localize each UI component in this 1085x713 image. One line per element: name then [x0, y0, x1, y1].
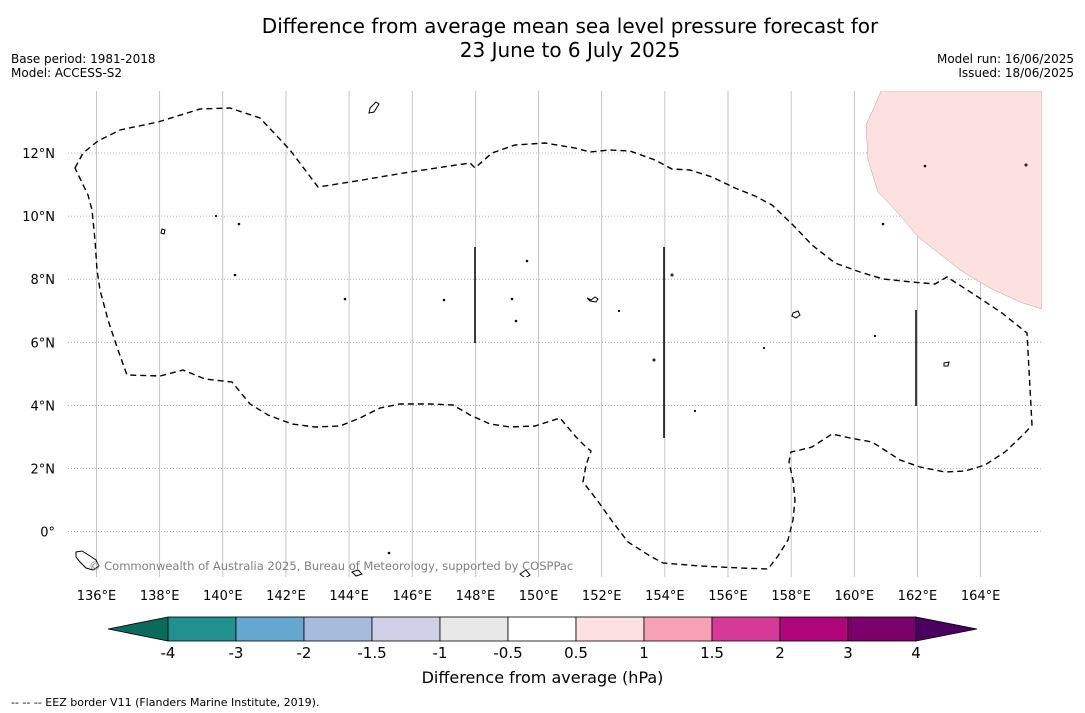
y-tick-label: 12°N	[22, 147, 55, 162]
island-new-guinea-coast	[75, 550, 100, 571]
islet-13	[762, 346, 766, 350]
colorbar-tick-label: 4	[911, 644, 921, 662]
islet-15	[881, 222, 885, 226]
meta-left: Base period: 1981-2018 Model: ACCESS-S2	[11, 52, 156, 80]
islet-5	[442, 298, 446, 302]
colorbar: -4 -3 -2 -1.5 -1 -0.5 0.5 1 1.5 2 3 4	[107, 616, 978, 662]
colorbar-tick-label: -2	[297, 644, 312, 662]
x-axis-ticks: 136°E 138°E 140°E 142°E 144°E 146°E 148°E 150°E…	[77, 589, 1001, 604]
island-bougainville	[519, 569, 531, 577]
issued-date: Issued: 18/06/2025	[958, 66, 1074, 80]
islands	[75, 101, 1028, 577]
islet-9	[617, 309, 621, 313]
chart-title: Difference from average mean sea level p…	[0, 14, 1085, 62]
colorbar-tick-label: -4	[161, 644, 176, 662]
islet-6	[510, 297, 514, 301]
title-line-1: Difference from average mean sea level p…	[261, 14, 879, 38]
footer-legend: -- -- -- EEZ border V11 (Flanders Marine…	[11, 696, 320, 709]
colorbar-bin	[371, 616, 441, 642]
islet-1	[237, 222, 241, 226]
colorbar-tick-label: 1.5	[700, 644, 724, 662]
x-tick-label: 158°E	[771, 589, 811, 604]
islet-12	[693, 409, 697, 413]
colorbar-under-arrow	[107, 616, 169, 642]
colorbar-bin	[507, 616, 577, 642]
x-tick-label: 136°E	[77, 589, 117, 604]
y-axis-ticks: 12°N 10°N 8°N 6°N 4°N 2°N 0°	[22, 147, 55, 541]
island-manus	[351, 569, 363, 577]
colorbar-tick-label: -1.5	[357, 644, 386, 662]
colorbar-bin	[167, 616, 237, 642]
colorbar-bin	[439, 616, 509, 642]
colorbar-tick-label: -0.5	[493, 644, 522, 662]
colorbar-bin	[235, 616, 305, 642]
islet-11	[652, 358, 656, 362]
y-tick-label: 10°N	[22, 210, 55, 225]
x-tick-label: 162°E	[898, 589, 938, 604]
colorbar-tick-label: 2	[775, 644, 785, 662]
model-name: Model: ACCESS-S2	[11, 66, 123, 80]
y-tick-label: 4°N	[31, 399, 56, 414]
anomaly-region-pink	[865, 91, 1042, 310]
island-kosrae	[943, 361, 950, 367]
eez-border	[74, 107, 1033, 570]
base-period: Base period: 1981-2018	[11, 52, 156, 66]
colorbar-bin	[711, 616, 781, 642]
island-yap	[160, 228, 166, 235]
islet-8	[514, 319, 518, 323]
colorbar-tick-label: 1	[639, 644, 649, 662]
x-tick-label: 150°E	[519, 589, 559, 604]
x-tick-label: 152°E	[582, 589, 622, 604]
y-tick-label: 0°	[40, 526, 55, 541]
islet-17	[1024, 163, 1028, 167]
y-tick-label: 6°N	[31, 336, 56, 351]
islet-10	[670, 273, 674, 277]
title-line-2: 23 June to 6 July 2025	[459, 38, 681, 62]
colorbar-bin	[847, 616, 917, 642]
island-pohnpei	[791, 310, 801, 319]
x-tick-label: 148°E	[456, 589, 496, 604]
y-tick-label: 2°N	[31, 463, 56, 478]
islet-2	[214, 214, 218, 218]
colorbar-tick-label: -3	[229, 644, 244, 662]
colorbar-bin	[643, 616, 713, 642]
islet-18	[387, 551, 391, 555]
meta-right: Model run: 16/06/2025 Issued: 18/06/2025	[937, 52, 1074, 80]
x-tick-label: 164°E	[961, 589, 1001, 604]
graticule	[68, 91, 1042, 577]
colorbar-tick-label: 3	[843, 644, 853, 662]
colorbar-bin	[575, 616, 645, 642]
x-tick-label: 154°E	[645, 589, 685, 604]
colorbar-bin	[303, 616, 373, 642]
x-tick-label: 144°E	[329, 589, 369, 604]
model-run: Model run: 16/06/2025	[936, 52, 1074, 66]
colorbar-label: Difference from average (hPa)	[421, 668, 664, 687]
y-tick-label: 8°N	[31, 273, 56, 288]
colorbar-bin	[779, 616, 849, 642]
colorbar-tick-label: -1	[433, 644, 448, 662]
copyright-notice: © Commonwealth of Australia 2025, Bureau…	[89, 559, 573, 573]
islet-7	[525, 259, 529, 263]
x-tick-label: 160°E	[835, 589, 875, 604]
island-chuuk	[586, 296, 599, 303]
x-tick-label: 146°E	[392, 589, 432, 604]
x-tick-label: 142°E	[266, 589, 306, 604]
islet-3	[233, 273, 237, 277]
islet-4	[343, 297, 347, 301]
colorbar-over-arrow	[915, 616, 978, 642]
island-guam	[368, 101, 380, 114]
islet-16	[923, 164, 927, 168]
x-tick-label: 138°E	[140, 589, 180, 604]
islet-14	[873, 334, 877, 338]
colorbar-tick-label: 0.5	[564, 644, 588, 662]
x-tick-label: 140°E	[203, 589, 243, 604]
x-tick-label: 156°E	[708, 589, 748, 604]
